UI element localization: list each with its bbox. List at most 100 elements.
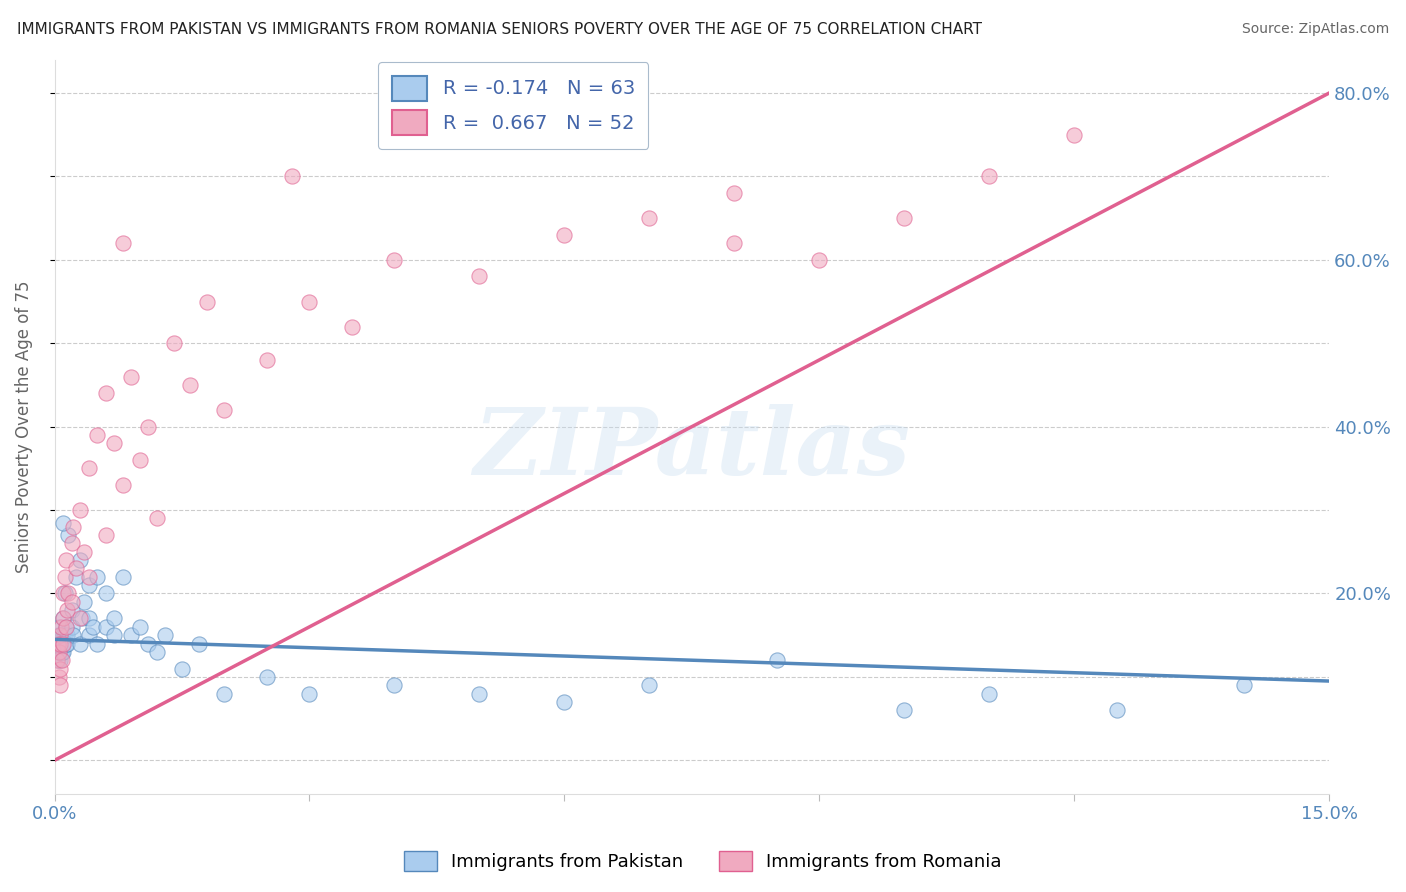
Point bbox=[136, 636, 159, 650]
Point bbox=[384, 678, 406, 692]
Point bbox=[1233, 678, 1256, 692]
Point bbox=[48, 628, 70, 642]
Point bbox=[94, 620, 117, 634]
Point bbox=[52, 611, 75, 625]
Point bbox=[48, 620, 70, 634]
Point bbox=[1063, 128, 1085, 142]
Point bbox=[48, 678, 70, 692]
Point bbox=[60, 536, 83, 550]
Point bbox=[77, 611, 100, 625]
Point bbox=[53, 628, 76, 642]
Point bbox=[69, 611, 91, 625]
Point bbox=[69, 636, 91, 650]
Point bbox=[53, 586, 76, 600]
Point bbox=[60, 595, 83, 609]
Point bbox=[384, 252, 406, 267]
Point bbox=[55, 636, 77, 650]
Point bbox=[723, 186, 745, 200]
Point bbox=[52, 628, 75, 642]
Point bbox=[468, 269, 491, 284]
Point bbox=[77, 628, 100, 642]
Point bbox=[979, 687, 1001, 701]
Point bbox=[52, 611, 75, 625]
Point bbox=[49, 636, 72, 650]
Point bbox=[46, 653, 69, 667]
Point bbox=[94, 386, 117, 401]
Point bbox=[94, 528, 117, 542]
Point bbox=[77, 578, 100, 592]
Point bbox=[69, 553, 91, 567]
Point bbox=[73, 595, 96, 609]
Point bbox=[111, 236, 134, 251]
Point bbox=[94, 586, 117, 600]
Point bbox=[86, 428, 108, 442]
Point bbox=[48, 628, 70, 642]
Text: Source: ZipAtlas.com: Source: ZipAtlas.com bbox=[1241, 22, 1389, 37]
Point bbox=[52, 636, 75, 650]
Point bbox=[48, 653, 70, 667]
Point bbox=[69, 503, 91, 517]
Point bbox=[214, 403, 236, 417]
Point bbox=[103, 436, 125, 450]
Legend: Immigrants from Pakistan, Immigrants from Romania: Immigrants from Pakistan, Immigrants fro… bbox=[396, 844, 1010, 879]
Point bbox=[340, 319, 363, 334]
Point bbox=[51, 636, 73, 650]
Point bbox=[766, 653, 789, 667]
Point bbox=[214, 687, 236, 701]
Point bbox=[120, 369, 142, 384]
Point bbox=[136, 419, 159, 434]
Point bbox=[52, 636, 75, 650]
Point bbox=[56, 586, 79, 600]
Text: IMMIGRANTS FROM PAKISTAN VS IMMIGRANTS FROM ROMANIA SENIORS POVERTY OVER THE AGE: IMMIGRANTS FROM PAKISTAN VS IMMIGRANTS F… bbox=[17, 22, 981, 37]
Point bbox=[65, 561, 87, 575]
Point bbox=[49, 661, 72, 675]
Point bbox=[62, 520, 84, 534]
Point bbox=[893, 703, 915, 717]
Point bbox=[60, 603, 83, 617]
Point bbox=[256, 352, 278, 367]
Point bbox=[256, 670, 278, 684]
Point bbox=[298, 687, 321, 701]
Point bbox=[808, 252, 831, 267]
Point bbox=[55, 620, 77, 634]
Point bbox=[53, 570, 76, 584]
Point bbox=[51, 653, 73, 667]
Point bbox=[553, 227, 575, 242]
Point bbox=[49, 636, 72, 650]
Point bbox=[51, 620, 73, 634]
Point bbox=[46, 628, 69, 642]
Point bbox=[197, 294, 219, 309]
Point bbox=[60, 620, 83, 634]
Point bbox=[65, 570, 87, 584]
Point bbox=[62, 628, 84, 642]
Point bbox=[1105, 703, 1128, 717]
Point bbox=[77, 461, 100, 475]
Point bbox=[128, 620, 150, 634]
Point bbox=[56, 528, 79, 542]
Point bbox=[55, 620, 77, 634]
Point bbox=[52, 645, 75, 659]
Legend: R = -0.174   N = 63, R =  0.667   N = 52: R = -0.174 N = 63, R = 0.667 N = 52 bbox=[378, 62, 648, 149]
Point bbox=[51, 645, 73, 659]
Point bbox=[82, 620, 104, 634]
Point bbox=[46, 636, 69, 650]
Point bbox=[55, 553, 77, 567]
Point bbox=[179, 378, 201, 392]
Point bbox=[51, 628, 73, 642]
Point bbox=[103, 628, 125, 642]
Point bbox=[48, 636, 70, 650]
Point bbox=[56, 636, 79, 650]
Point bbox=[170, 661, 193, 675]
Point bbox=[48, 645, 70, 659]
Point bbox=[281, 169, 304, 184]
Point bbox=[468, 687, 491, 701]
Point bbox=[893, 211, 915, 225]
Point bbox=[979, 169, 1001, 184]
Point bbox=[77, 570, 100, 584]
Point bbox=[723, 236, 745, 251]
Point bbox=[56, 628, 79, 642]
Point bbox=[48, 645, 70, 659]
Point bbox=[153, 628, 176, 642]
Point bbox=[86, 570, 108, 584]
Point bbox=[52, 516, 75, 530]
